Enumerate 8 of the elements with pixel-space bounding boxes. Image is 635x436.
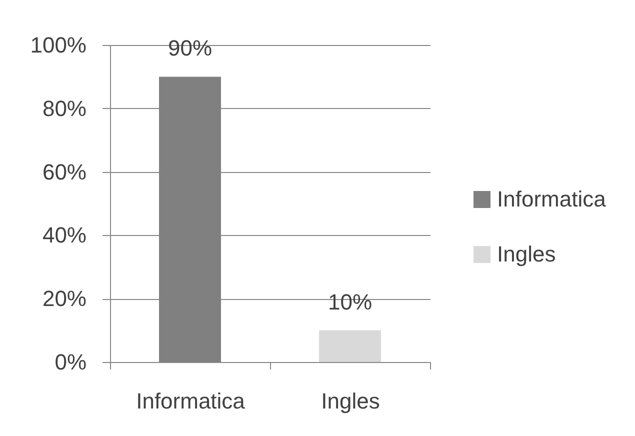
y-tick-label: 40%: [42, 222, 86, 248]
legend-label: Informatica: [497, 186, 607, 212]
y-tick-label: 60%: [42, 159, 86, 184]
legend-label: Ingles: [497, 242, 556, 266]
y-tick-label: 0%: [54, 350, 86, 374]
y-tick-label: 20%: [42, 286, 86, 312]
y-tick-label: 100%: [30, 32, 86, 58]
y-tick-label: 80%: [42, 96, 86, 121]
